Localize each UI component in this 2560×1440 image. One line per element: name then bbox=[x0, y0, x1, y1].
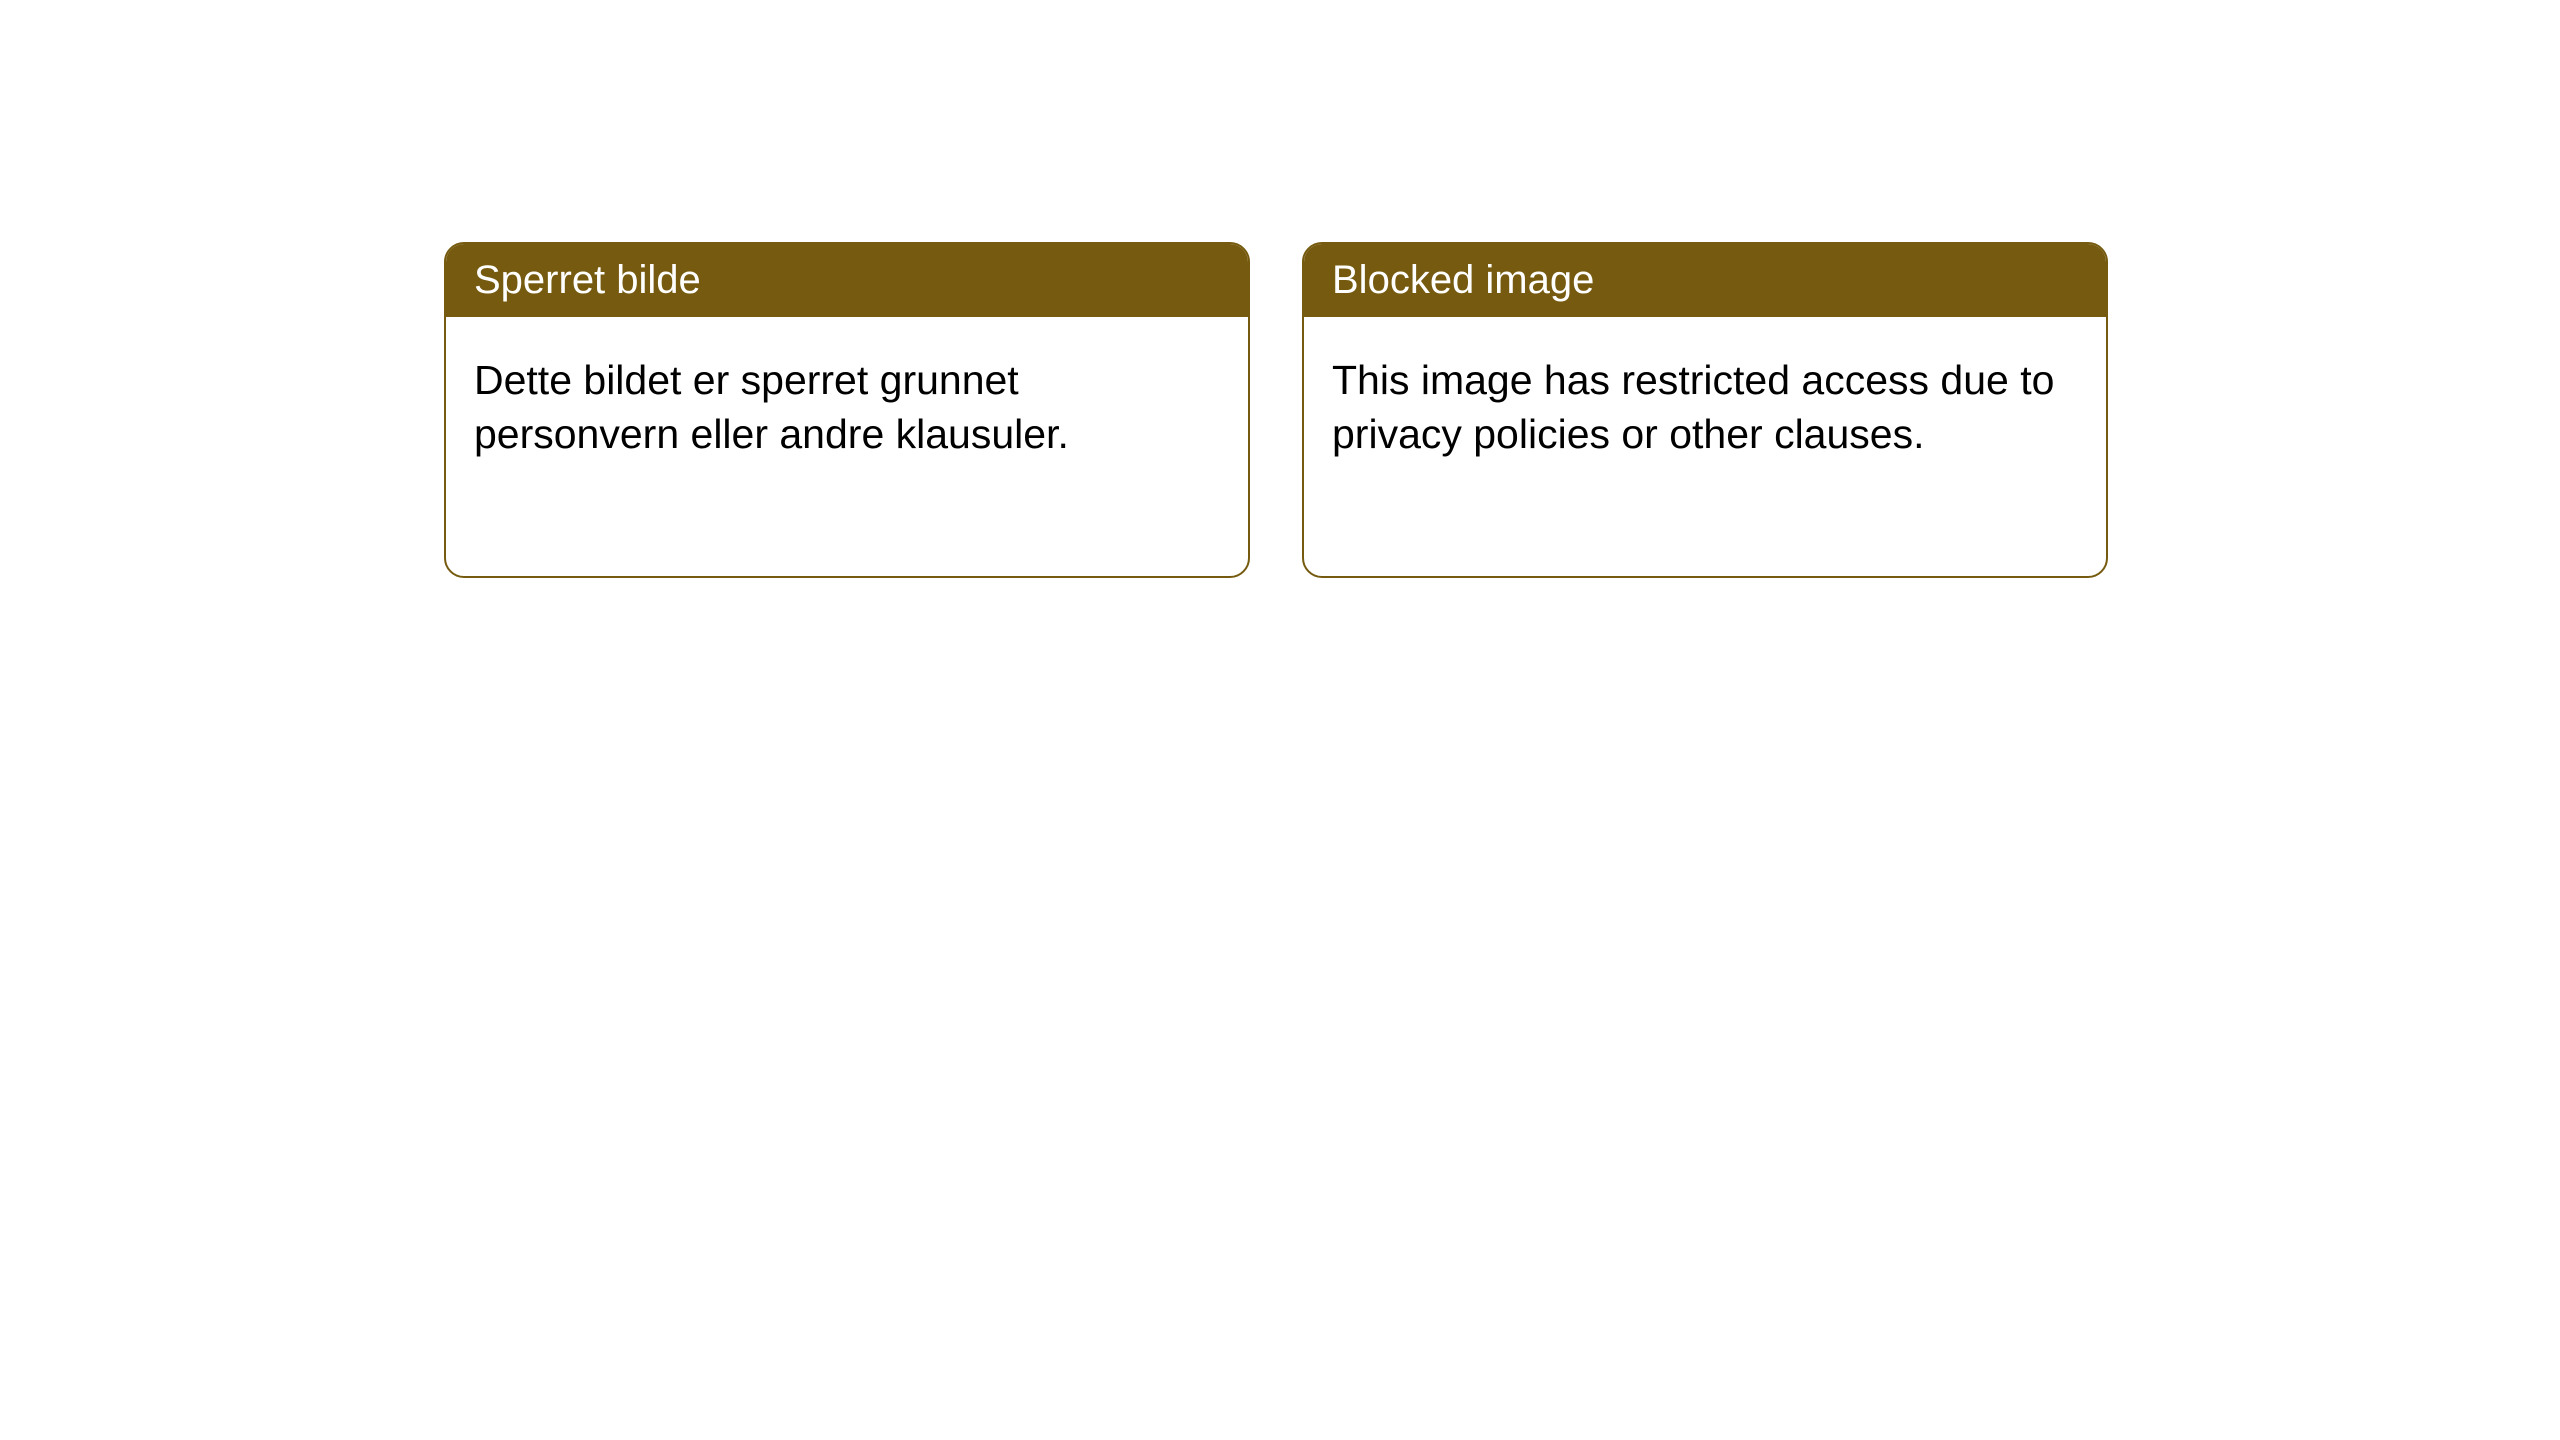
card-body: Dette bildet er sperret grunnet personve… bbox=[446, 317, 1248, 497]
card-header: Blocked image bbox=[1304, 244, 2106, 317]
card-body: This image has restricted access due to … bbox=[1304, 317, 2106, 497]
card-header: Sperret bilde bbox=[446, 244, 1248, 317]
notice-cards-container: Sperret bilde Dette bildet er sperret gr… bbox=[444, 242, 2108, 578]
notice-card-english: Blocked image This image has restricted … bbox=[1302, 242, 2108, 578]
notice-card-norwegian: Sperret bilde Dette bildet er sperret gr… bbox=[444, 242, 1250, 578]
